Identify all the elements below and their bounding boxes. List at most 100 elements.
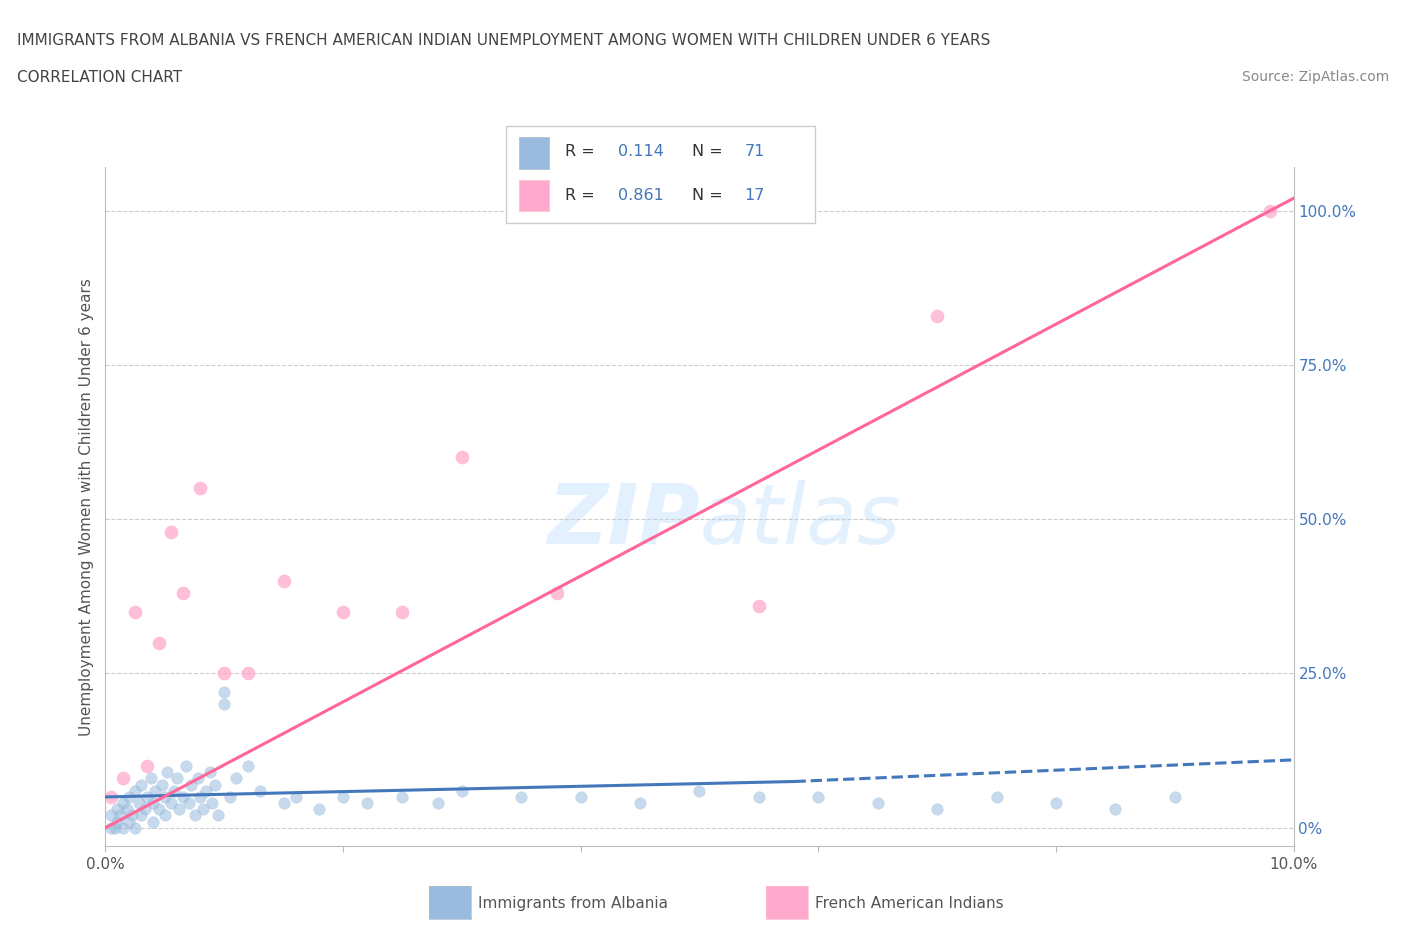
Text: 17: 17 bbox=[744, 189, 765, 204]
Point bbox=[284, 790, 307, 804]
Text: atlas: atlas bbox=[700, 480, 901, 561]
Point bbox=[748, 598, 770, 613]
Point bbox=[356, 796, 378, 811]
Point bbox=[156, 764, 179, 779]
Point bbox=[118, 790, 141, 804]
Text: 0.114: 0.114 bbox=[617, 144, 664, 159]
Point bbox=[628, 796, 651, 811]
Point bbox=[152, 777, 174, 792]
Point bbox=[748, 790, 770, 804]
Point bbox=[190, 481, 212, 496]
Text: N =: N = bbox=[692, 189, 728, 204]
Point bbox=[121, 808, 143, 823]
Point bbox=[100, 790, 122, 804]
Point bbox=[159, 525, 181, 539]
Point bbox=[118, 814, 141, 829]
Text: CORRELATION CHART: CORRELATION CHART bbox=[17, 70, 181, 85]
Point bbox=[108, 808, 131, 823]
Point bbox=[214, 697, 236, 711]
Point bbox=[136, 759, 159, 774]
Text: R =: R = bbox=[565, 189, 600, 204]
Point bbox=[124, 604, 146, 619]
Point bbox=[427, 796, 450, 811]
Text: R =: R = bbox=[565, 144, 600, 159]
Point bbox=[153, 808, 176, 823]
Text: 71: 71 bbox=[744, 144, 765, 159]
Point bbox=[190, 790, 212, 804]
Point bbox=[214, 666, 236, 681]
Point bbox=[332, 790, 354, 804]
Point bbox=[172, 586, 194, 601]
Point bbox=[100, 808, 122, 823]
Point bbox=[166, 771, 188, 786]
Point bbox=[172, 790, 194, 804]
Point bbox=[546, 586, 568, 601]
Point bbox=[198, 764, 221, 779]
Point bbox=[569, 790, 592, 804]
Point bbox=[450, 783, 472, 798]
Point bbox=[128, 796, 150, 811]
Point bbox=[139, 771, 162, 786]
Point bbox=[450, 450, 472, 465]
Point bbox=[207, 808, 229, 823]
Point bbox=[105, 802, 128, 817]
Y-axis label: Unemployment Among Women with Children Under 6 years: Unemployment Among Women with Children U… bbox=[79, 278, 94, 736]
Point bbox=[219, 790, 242, 804]
Text: IMMIGRANTS FROM ALBANIA VS FRENCH AMERICAN INDIAN UNEMPLOYMENT AMONG WOMEN WITH : IMMIGRANTS FROM ALBANIA VS FRENCH AMERIC… bbox=[17, 33, 990, 47]
Text: ZIP: ZIP bbox=[547, 480, 700, 561]
Point bbox=[1258, 203, 1281, 218]
Point bbox=[167, 802, 190, 817]
Point bbox=[195, 783, 218, 798]
Point bbox=[236, 666, 259, 681]
Point bbox=[129, 777, 152, 792]
Point bbox=[1164, 790, 1187, 804]
Point bbox=[115, 802, 138, 817]
Point bbox=[214, 684, 236, 699]
Point bbox=[100, 820, 122, 835]
Point bbox=[225, 771, 247, 786]
Point bbox=[183, 808, 205, 823]
Point bbox=[986, 790, 1008, 804]
Point bbox=[177, 796, 200, 811]
Text: 0.861: 0.861 bbox=[617, 189, 664, 204]
Point bbox=[927, 802, 949, 817]
Point bbox=[1045, 796, 1067, 811]
Point bbox=[163, 783, 186, 798]
Point bbox=[391, 604, 413, 619]
Text: N =: N = bbox=[692, 144, 728, 159]
Point bbox=[136, 790, 159, 804]
Point bbox=[180, 777, 202, 792]
Point bbox=[249, 783, 271, 798]
Point bbox=[105, 814, 128, 829]
Point bbox=[201, 796, 224, 811]
Point bbox=[807, 790, 830, 804]
Bar bbox=[519, 138, 550, 168]
Point bbox=[129, 808, 152, 823]
Text: French American Indians: French American Indians bbox=[815, 896, 1004, 910]
Point bbox=[112, 796, 135, 811]
Text: Source: ZipAtlas.com: Source: ZipAtlas.com bbox=[1241, 70, 1389, 84]
Point bbox=[510, 790, 533, 804]
Point bbox=[148, 635, 170, 650]
Point bbox=[273, 796, 295, 811]
Point bbox=[332, 604, 354, 619]
Point bbox=[142, 814, 165, 829]
Point bbox=[124, 783, 146, 798]
Point bbox=[191, 802, 214, 817]
Point bbox=[142, 796, 165, 811]
Point bbox=[134, 802, 156, 817]
Point bbox=[204, 777, 226, 792]
Point bbox=[927, 308, 949, 323]
Point bbox=[153, 790, 176, 804]
Point bbox=[159, 796, 181, 811]
Point bbox=[187, 771, 209, 786]
Text: Immigrants from Albania: Immigrants from Albania bbox=[478, 896, 668, 910]
Point bbox=[124, 820, 146, 835]
Point bbox=[1104, 802, 1126, 817]
Point bbox=[112, 820, 135, 835]
Point bbox=[143, 783, 166, 798]
Point bbox=[112, 771, 135, 786]
Point bbox=[866, 796, 889, 811]
Point bbox=[391, 790, 413, 804]
Point bbox=[236, 759, 259, 774]
